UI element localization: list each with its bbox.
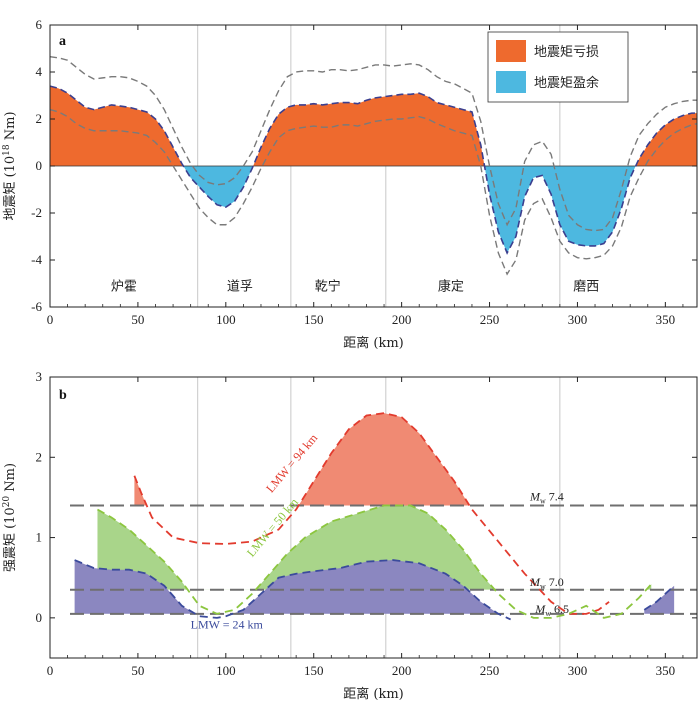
y-tick-label: 4	[36, 64, 43, 79]
threshold-label-m: M	[529, 489, 541, 503]
y-tick-label: 2	[36, 449, 43, 464]
threshold-label-sub: w	[540, 582, 546, 591]
y-tick-label: -2	[31, 205, 42, 220]
y-tick-label: 0	[36, 158, 43, 173]
x-tick-label: 0	[47, 312, 54, 327]
curve-LMW94km	[133, 412, 610, 615]
lower-bound-line	[50, 108, 697, 276]
region-label: 炉霍	[111, 280, 137, 295]
deficit-area	[50, 86, 697, 166]
region-label: 磨西	[573, 280, 599, 295]
x-tick-label: 250	[480, 312, 500, 327]
x-tick-label: 300	[568, 312, 588, 327]
threshold-label-value: 6.5	[551, 602, 569, 616]
panel-letter-a: a	[59, 34, 66, 49]
x-tick-label: 150	[304, 663, 324, 678]
curve-LMW50km	[97, 504, 652, 619]
threshold-label: Mw 7.4	[529, 489, 564, 505]
x-tick-label: 200	[392, 663, 412, 678]
threshold-label: Mw 6.5	[534, 602, 569, 618]
threshold-label-m: M	[534, 602, 546, 616]
threshold-label-value: 7.4	[546, 489, 564, 503]
plot-frame	[49, 376, 698, 659]
legend-swatch	[496, 71, 526, 93]
threshold-label-value: 7.0	[546, 575, 564, 589]
x-tick-label: 0	[47, 663, 54, 678]
y-axis-label-exponent: 18	[2, 144, 12, 156]
x-tick-label: 100	[216, 663, 236, 678]
y-tick-label: 0	[36, 610, 43, 625]
y-tick-label: 3	[36, 369, 43, 384]
x-tick-label: 100	[216, 312, 236, 327]
curve-LMW24km	[74, 559, 512, 621]
plot-area: 炉霍 道孚 乾宁 康定 磨西	[50, 25, 697, 307]
x-axis-label: 距离 (km)	[343, 335, 403, 351]
upper-bound-line	[50, 56, 697, 232]
legend-swatch	[496, 40, 526, 62]
x-tick-label: 350	[656, 312, 676, 327]
threshold-label-sub: w	[545, 609, 551, 618]
y-axis-label: 强震矩 (1020 Nm)	[2, 463, 18, 572]
y-tick-label: 2	[36, 111, 43, 126]
x-tick-label: 50	[131, 312, 144, 327]
legend-label: 地震矩盈余	[534, 75, 599, 91]
y-axis-label-unit: Nm)	[3, 463, 18, 496]
x-tick-label: 50	[131, 663, 144, 678]
y-tick-label: -6	[31, 299, 42, 314]
y-axis-label-main: 地震矩 (10	[3, 156, 18, 221]
region-label: 乾宁	[315, 279, 341, 295]
x-tick-label: 350	[656, 663, 676, 678]
panel-letter-b: b	[59, 388, 67, 403]
x-tick-label: 150	[304, 312, 324, 327]
y-axis-label: 地震矩 (1018 Nm)	[2, 111, 18, 220]
x-tick-label: 200	[392, 312, 412, 327]
area-LMW50km	[97, 505, 652, 590]
x-axis-label: 距离 (km)	[343, 686, 403, 702]
region-label: 道孚	[227, 280, 253, 295]
surplus-area	[50, 166, 697, 253]
threshold-label-sub: w	[540, 496, 546, 505]
y-axis-label-exponent: 20	[2, 496, 12, 508]
x-tick-label: 250	[480, 663, 500, 678]
y-axis-label-main: 强震矩 (10	[3, 507, 18, 572]
curve-tail	[643, 585, 675, 611]
area-LMW24km	[74, 560, 499, 614]
y-tick-label: -4	[31, 252, 42, 267]
y-tick-label: 1	[36, 530, 43, 545]
y-axis-label-unit: Nm)	[3, 111, 18, 144]
series-label: LMW = 24 km	[191, 617, 264, 631]
area-LMW94km	[134, 413, 610, 506]
threshold-label-m: M	[529, 575, 541, 589]
region-label: 康定	[438, 279, 464, 295]
x-tick-label: 300	[568, 663, 588, 678]
threshold-label: Mw 7.0	[529, 575, 564, 591]
y-tick-label: 6	[36, 17, 43, 32]
legend-label: 地震矩亏损	[534, 45, 599, 60]
mean-line	[50, 85, 697, 255]
